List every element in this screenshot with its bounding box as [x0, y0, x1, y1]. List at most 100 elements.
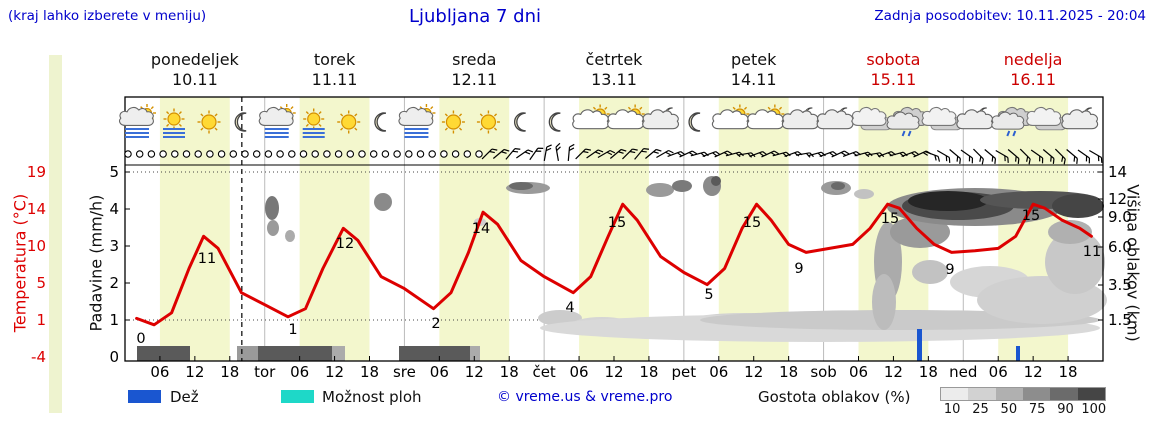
x-hour-label: 18 [220, 363, 239, 381]
precip-tick-label: 2 [109, 274, 119, 292]
density-segment [1077, 388, 1105, 400]
temp-extreme-label: 4 [565, 300, 574, 316]
wind-barb-icon [960, 149, 974, 164]
x-hour-label: 06 [150, 363, 169, 381]
temp-tick-label: 5 [36, 274, 46, 292]
cloud-density-blob [285, 230, 295, 242]
wind-calm-icon [241, 150, 249, 158]
rain-legend-swatch [128, 390, 161, 403]
x-hour-label: 06 [709, 363, 728, 381]
wind-calm-icon [171, 150, 179, 158]
wind-calm-icon [206, 150, 214, 158]
wind-barb-icon [543, 144, 552, 161]
clouds-icon [1026, 106, 1067, 131]
cloud-tick-label: 1.5 [1108, 311, 1132, 329]
copyright-link[interactable]: © vreme.us & vreme.pro [497, 389, 673, 405]
wind-barb-icon [924, 151, 941, 162]
wind-barb-icon [609, 148, 627, 159]
wind-calm-icon [194, 150, 202, 158]
x-day-abbr-label: ned [949, 363, 977, 381]
wind-barb-icon [1066, 149, 1078, 164]
cloud-tick-label: 9.0 [1108, 208, 1132, 226]
wind-barb-icon [567, 143, 575, 162]
page-title: Ljubljana 7 dni [408, 6, 542, 27]
cloud-density-blob [374, 193, 392, 211]
wind-barb-icon [597, 149, 616, 159]
fog-cloud-sun-icon [258, 104, 296, 138]
wind-calm-icon [288, 150, 296, 158]
fog-cloud-sun-icon [398, 104, 436, 138]
x-hour-label: 18 [1059, 363, 1078, 381]
wind-calm-icon [475, 150, 483, 158]
x-hour-label: 06 [849, 363, 868, 381]
wind-calm-icon [276, 150, 284, 158]
wind-calm-icon [428, 150, 436, 158]
x-hour-label: 18 [639, 363, 658, 381]
wind-barb-icon [645, 148, 662, 159]
wind-calm-icon [311, 150, 319, 158]
wind-barb-icon [586, 149, 604, 159]
temp-tick-label: 14 [27, 200, 46, 218]
fog-cloud-sun-icon [119, 104, 156, 138]
cloud-density-blob [672, 180, 692, 192]
cloud-density-blob [912, 260, 948, 284]
cloud-density-blob [265, 196, 279, 220]
temp-extreme-label: 15 [608, 215, 626, 231]
temp-extreme-label: 2 [431, 316, 440, 332]
x-day-abbr-label: čet [532, 363, 555, 381]
density-segment [941, 388, 969, 400]
wind-barb-icon [529, 147, 544, 161]
temperature-curve [135, 202, 1093, 327]
cloud-density-blob [1052, 194, 1104, 218]
moon-icon [374, 112, 387, 132]
wind-calm-icon [369, 150, 378, 158]
cloud-sun-icon [746, 104, 785, 130]
low-cloud-bar [237, 346, 258, 361]
wind-calm-icon [334, 150, 343, 158]
daylight-band [579, 97, 649, 361]
wind-calm-icon [451, 150, 460, 158]
wind-barb-icon [995, 149, 1009, 163]
clouds-icon [921, 106, 962, 131]
x-hour-label: 12 [465, 363, 484, 381]
daylight-band [439, 97, 510, 361]
wind-barb-icon [973, 148, 984, 165]
wind-barb-icon [575, 148, 591, 160]
cloud-moon-icon [642, 107, 679, 130]
cloud-sun-icon [711, 104, 750, 130]
cloud-density-blob [509, 182, 533, 190]
wind-calm-icon [346, 150, 355, 158]
temp-extreme-label: 12 [336, 236, 354, 252]
cloud-density-blob [1045, 230, 1105, 294]
density-segment-label: 100 [1081, 402, 1107, 417]
rain-bar [917, 329, 922, 361]
showers-legend-label: Možnost ploh [322, 388, 422, 406]
wind-barb-icon [1042, 149, 1055, 164]
density-segment [968, 388, 996, 400]
x-hour-label: 18 [779, 363, 798, 381]
temperature-scale-strip [49, 55, 62, 413]
moon-icon [688, 112, 701, 132]
cloud-tick-label: 12 [1108, 190, 1127, 208]
x-hour-label: 12 [185, 363, 204, 381]
x-hour-label: 06 [290, 363, 309, 381]
wind-barb-icon [481, 148, 498, 160]
cloud-density-blob [646, 183, 674, 197]
wind-calm-icon [463, 150, 472, 158]
x-day-abbr-label: tor [254, 363, 276, 381]
location-menu-hint: (kraj lahko izberete v meniju) [8, 8, 207, 24]
temp-extreme-label: 14 [472, 221, 490, 237]
wind-calm-icon [393, 150, 401, 158]
sun-icon [197, 110, 221, 134]
temp-extreme-label: 0 [136, 331, 145, 347]
wind-barb-icon [505, 148, 521, 160]
cloud-moon-icon [816, 107, 854, 130]
wind-barb-icon [1030, 149, 1044, 164]
wind-barb-icon [492, 148, 510, 159]
x-day-abbr-label: sre [393, 363, 416, 381]
wind-barb-icon [1019, 148, 1031, 165]
low-cloud-bar [332, 346, 345, 361]
x-hour-label: 12 [325, 363, 344, 381]
